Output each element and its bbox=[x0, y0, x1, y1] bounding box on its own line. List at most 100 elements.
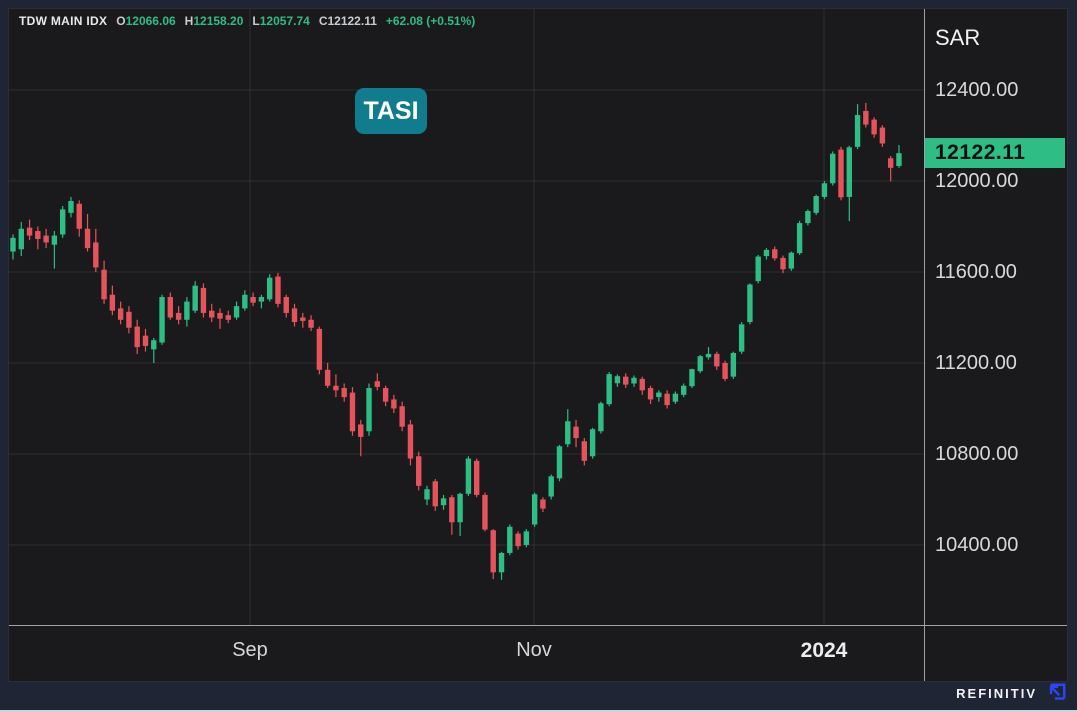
candle-body bbox=[507, 526, 513, 553]
candle-body bbox=[879, 127, 886, 144]
candle-body bbox=[796, 223, 803, 254]
candle-body bbox=[714, 353, 720, 367]
candle-body bbox=[830, 153, 836, 184]
candle-body bbox=[258, 297, 265, 302]
candle-body bbox=[730, 352, 737, 377]
candle-body bbox=[374, 381, 381, 387]
candle-body bbox=[896, 153, 902, 166]
candle-body bbox=[490, 530, 496, 573]
open-readout: O 12066.06 bbox=[116, 14, 176, 28]
candle-body bbox=[548, 476, 554, 497]
candle-body bbox=[473, 460, 480, 495]
refinitiv-logo-icon bbox=[1049, 683, 1066, 700]
candle-body bbox=[68, 201, 74, 213]
price-tick-label: 11200.00 bbox=[935, 352, 1017, 374]
price-tick-label: 11600.00 bbox=[935, 261, 1017, 283]
refinitiv-wordmark: REFINITIV bbox=[956, 685, 1037, 701]
candle-body bbox=[250, 297, 256, 303]
candle-body bbox=[59, 209, 66, 235]
candle-body bbox=[680, 385, 687, 395]
candle-body bbox=[631, 377, 637, 384]
candle-body bbox=[482, 494, 488, 530]
candle-body bbox=[664, 393, 670, 406]
branding: REFINITIV bbox=[956, 682, 1067, 704]
instrument-badge: TASI bbox=[355, 88, 427, 134]
candle-body bbox=[10, 237, 16, 252]
candle-body bbox=[689, 369, 695, 387]
candle-body bbox=[151, 340, 157, 350]
candle-body bbox=[515, 533, 521, 547]
candle-body bbox=[391, 399, 397, 409]
candle-body bbox=[449, 497, 455, 523]
candle-body bbox=[424, 489, 430, 500]
time-axis[interactable]: Sep Nov 2024 bbox=[9, 626, 924, 682]
candle-body bbox=[134, 326, 140, 348]
ohlc-legend: TDW MAIN IDX O 12066.06 H 12158.20 L 12057.… bbox=[19, 14, 475, 28]
candle-body bbox=[316, 328, 323, 370]
candle-body bbox=[266, 277, 273, 300]
candle-body bbox=[465, 458, 472, 494]
candle-body bbox=[167, 297, 174, 318]
candle-body bbox=[846, 147, 852, 197]
candle-body bbox=[656, 392, 662, 398]
candle-body bbox=[697, 356, 703, 372]
candle-body bbox=[416, 456, 422, 486]
candle-body bbox=[399, 406, 405, 427]
candle-body bbox=[813, 196, 819, 213]
candle-body bbox=[407, 424, 414, 459]
candlestick-plot[interactable]: TDW MAIN IDX O 12066.06 H 12158.20 L 12057.… bbox=[9, 9, 924, 625]
candle-body bbox=[871, 119, 877, 135]
candle-body bbox=[531, 494, 538, 525]
candlestick-svg bbox=[9, 9, 924, 625]
candle-body bbox=[722, 363, 728, 379]
candle-body bbox=[225, 315, 231, 320]
candle-body bbox=[209, 310, 215, 318]
candle-body bbox=[300, 317, 306, 321]
candle-body bbox=[440, 498, 447, 506]
candle-body bbox=[26, 227, 33, 236]
candle-body bbox=[51, 235, 58, 245]
candle-body bbox=[614, 376, 621, 384]
candle-body bbox=[233, 306, 240, 318]
candle-body bbox=[498, 552, 505, 573]
candle-body bbox=[142, 335, 149, 346]
candle-body bbox=[432, 481, 438, 507]
time-tick-label: 2024 bbox=[800, 639, 848, 662]
time-tick-label: Nov bbox=[516, 639, 552, 661]
candle-body bbox=[854, 115, 861, 147]
candle-body bbox=[540, 499, 546, 509]
candle-body bbox=[126, 311, 132, 328]
candle-body bbox=[217, 312, 223, 319]
low-readout: L 12057.74 bbox=[252, 14, 310, 28]
candle-body bbox=[159, 297, 165, 343]
price-axis[interactable]: SAR 12122.11 12400.00 12000.00 11600.00 112… bbox=[925, 9, 1067, 625]
change-readout: +62.08 (+0.51%) bbox=[385, 14, 476, 28]
candle-body bbox=[772, 249, 778, 259]
candle-body bbox=[821, 183, 828, 197]
candle-body bbox=[838, 149, 844, 198]
window-bottom-edge bbox=[0, 710, 1077, 712]
candle-body bbox=[35, 231, 41, 240]
candle-body bbox=[763, 249, 770, 257]
price-tick-label: 12400.00 bbox=[935, 79, 1019, 101]
candle-body bbox=[672, 393, 679, 402]
price-tick-label: 10400.00 bbox=[935, 534, 1019, 556]
candle-body bbox=[705, 353, 712, 358]
candle-body bbox=[109, 294, 116, 311]
candle-body bbox=[589, 429, 596, 457]
candle-body bbox=[755, 256, 761, 282]
candle-body bbox=[308, 319, 314, 328]
candle-body bbox=[101, 269, 107, 300]
candle-body bbox=[623, 376, 629, 385]
candle-body bbox=[382, 388, 389, 402]
candle-body bbox=[93, 242, 99, 268]
time-tick-label: Sep bbox=[232, 639, 268, 661]
price-chart-panel: TDW MAIN IDX O 12066.06 H 12158.20 L 12057.… bbox=[8, 8, 1068, 682]
candle-body bbox=[780, 257, 786, 270]
symbol-name: TDW MAIN IDX bbox=[19, 14, 108, 28]
candle-body bbox=[349, 392, 356, 432]
price-tick-label: 12000.00 bbox=[935, 170, 1019, 192]
candle-body bbox=[573, 426, 579, 439]
candle-body bbox=[242, 294, 248, 309]
